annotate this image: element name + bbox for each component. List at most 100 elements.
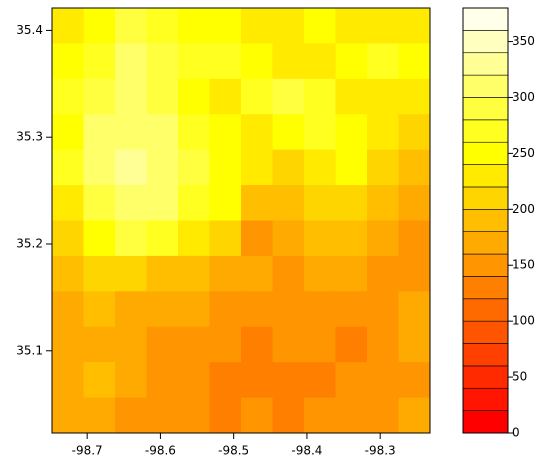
raster-cell — [335, 149, 368, 186]
colorbar-band — [462, 410, 509, 434]
colorbar-band — [462, 298, 509, 322]
raster-cell — [178, 362, 210, 399]
raster-cell — [52, 43, 84, 80]
raster-cell — [209, 326, 242, 363]
raster-cell — [209, 397, 242, 434]
raster-cell — [52, 255, 84, 292]
raster-cell — [178, 326, 210, 363]
colorbar-tick-label: 250 — [512, 146, 535, 160]
raster-cell — [52, 78, 84, 115]
raster-cell — [83, 397, 116, 434]
raster-cell — [178, 291, 210, 328]
raster-cell — [115, 114, 147, 151]
raster-cell — [272, 397, 305, 434]
raster-cell — [146, 220, 179, 257]
x-tick-label: -98.5 — [218, 444, 249, 458]
raster-cell — [304, 220, 336, 257]
raster-cell — [304, 397, 336, 434]
raster-cell — [209, 255, 242, 292]
raster-cell — [335, 255, 368, 292]
raster-cell — [178, 397, 210, 434]
raster-cell — [115, 8, 147, 44]
raster-cell — [398, 362, 431, 399]
raster-cell — [304, 78, 336, 115]
raster-cell — [146, 362, 179, 399]
raster-cell — [304, 43, 336, 80]
raster-cell — [272, 8, 305, 44]
raster-cell — [146, 114, 179, 151]
colorbar-tick-label: 50 — [512, 370, 527, 384]
raster-cell — [398, 220, 431, 257]
colorbar-band — [462, 141, 509, 165]
raster-cell — [52, 397, 84, 434]
raster-cell — [209, 114, 242, 151]
raster-cell — [115, 220, 147, 257]
raster-cell — [241, 326, 273, 363]
raster-cell — [178, 78, 210, 115]
raster-cell — [335, 185, 368, 221]
raster-cell — [335, 220, 368, 257]
raster-cell — [52, 149, 84, 186]
raster-cell — [83, 362, 116, 399]
raster-cell — [83, 291, 116, 328]
raster-cell — [335, 78, 368, 115]
raster-cell — [52, 185, 84, 221]
raster-cell — [115, 43, 147, 80]
colorbar-tick-label: 100 — [512, 314, 535, 328]
x-tick-label: -98.4 — [291, 444, 322, 458]
colorbar-band — [462, 7, 509, 31]
raster-cell — [241, 149, 273, 186]
y-tick-label: 35.1 — [16, 343, 43, 357]
raster-cell — [367, 149, 399, 186]
raster-cell — [178, 43, 210, 80]
y-tick-label: 35.3 — [16, 130, 43, 144]
colorbar-band — [462, 186, 509, 210]
raster-cell — [304, 362, 336, 399]
raster-cell — [178, 149, 210, 186]
raster-cell — [52, 220, 84, 257]
colorbar-frame — [462, 7, 509, 434]
raster-cell — [398, 185, 431, 221]
raster-cell — [209, 220, 242, 257]
raster-cell — [115, 149, 147, 186]
colorbar-band — [462, 30, 509, 54]
y-tick-label: 35.2 — [16, 236, 43, 250]
colorbar-band — [462, 253, 509, 277]
raster-cell — [241, 362, 273, 399]
raster-cell — [367, 185, 399, 221]
raster-cell — [398, 43, 431, 80]
raster-cell — [335, 397, 368, 434]
raster-cell — [304, 326, 336, 363]
raster-cell — [398, 8, 431, 44]
raster-cell — [335, 8, 368, 44]
raster-cell — [52, 114, 84, 151]
raster-cell — [367, 397, 399, 434]
x-tick-label: -98.6 — [145, 444, 176, 458]
raster-cell — [367, 362, 399, 399]
raster-cell — [398, 326, 431, 363]
raster-cell — [398, 149, 431, 186]
plot-frame — [51, 7, 431, 434]
colorbar-tick-label: 200 — [512, 202, 535, 216]
x-tick-label: -98.3 — [365, 444, 396, 458]
colorbar-band — [462, 387, 509, 411]
raster-cell — [272, 43, 305, 80]
raster-cell — [241, 291, 273, 328]
raster-cell — [83, 220, 116, 257]
raster-cell — [146, 149, 179, 186]
raster-cell — [209, 78, 242, 115]
x-tick-label: -98.7 — [72, 444, 103, 458]
colorbar-tick-label: 150 — [512, 258, 535, 272]
raster-cell — [83, 326, 116, 363]
raster-cell — [367, 43, 399, 80]
raster-cell — [115, 255, 147, 292]
raster-cell — [115, 397, 147, 434]
y-tick-label: 35.4 — [16, 23, 43, 37]
raster-cell — [241, 185, 273, 221]
raster-cell — [146, 326, 179, 363]
raster-cell — [115, 362, 147, 399]
raster-cell — [209, 149, 242, 186]
raster-cell — [398, 255, 431, 292]
raster-cell — [335, 114, 368, 151]
raster-cell — [146, 43, 179, 80]
